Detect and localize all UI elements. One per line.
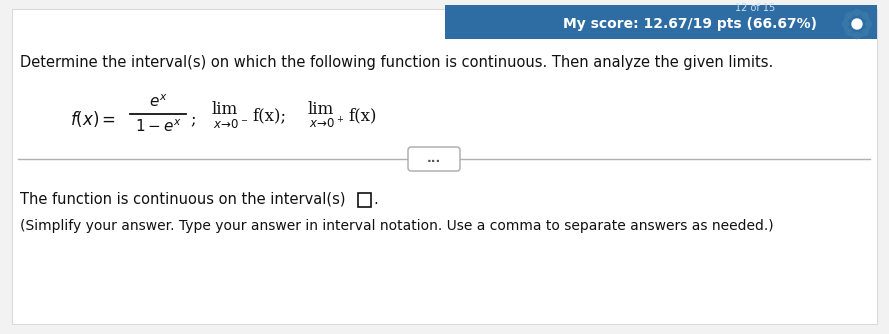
Circle shape xyxy=(854,9,860,15)
Bar xyxy=(358,193,371,207)
Text: $x\!\to\!0^-$: $x\!\to\!0^-$ xyxy=(213,118,248,131)
Text: lim: lim xyxy=(212,101,238,118)
Text: The function is continuous on the interval(s): The function is continuous on the interv… xyxy=(20,191,350,206)
Circle shape xyxy=(862,29,869,35)
Text: ;: ; xyxy=(190,111,196,128)
Text: ...: ... xyxy=(427,153,441,166)
Circle shape xyxy=(845,13,852,19)
Bar xyxy=(445,5,877,39)
Text: $e^x$: $e^x$ xyxy=(148,94,167,110)
Text: Determine the interval(s) on which the following function is continuous. Then an: Determine the interval(s) on which the f… xyxy=(20,54,773,69)
Text: (Simplify your answer. Type your answer in interval notation. Use a comma to sep: (Simplify your answer. Type your answer … xyxy=(20,219,773,233)
Text: lim: lim xyxy=(308,101,334,118)
Circle shape xyxy=(854,32,860,38)
Text: 12 of 15: 12 of 15 xyxy=(735,3,775,13)
Text: $1 - e^x$: $1 - e^x$ xyxy=(134,119,181,135)
Text: f(x);: f(x); xyxy=(252,108,286,125)
Circle shape xyxy=(866,21,871,27)
Circle shape xyxy=(844,11,870,37)
Circle shape xyxy=(843,21,848,27)
Circle shape xyxy=(862,13,869,19)
Circle shape xyxy=(848,15,866,33)
Circle shape xyxy=(845,29,852,35)
FancyBboxPatch shape xyxy=(408,147,460,171)
Text: $f(x) = $: $f(x) = $ xyxy=(70,109,116,129)
Circle shape xyxy=(852,19,862,29)
Text: f(x): f(x) xyxy=(348,108,377,125)
Text: $x\!\to\!0^+$: $x\!\to\!0^+$ xyxy=(309,116,344,132)
Text: My score: 12.67/19 pts (66.67%): My score: 12.67/19 pts (66.67%) xyxy=(563,17,817,31)
Text: .: . xyxy=(373,191,378,206)
